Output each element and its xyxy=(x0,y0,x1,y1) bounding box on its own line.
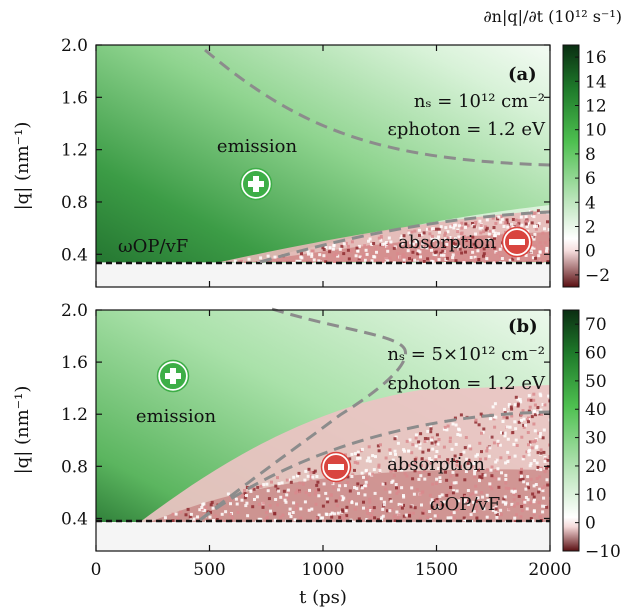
colorbar-tick-label: 60 xyxy=(585,344,607,364)
panel-b: 0.40.81.21.62.0 0 500 1000 1500 2000 |q| (nm… xyxy=(12,301,621,608)
panel-label-b: (b) xyxy=(508,316,538,337)
minus-icon-a xyxy=(501,226,533,258)
absorption-label-a: absorption xyxy=(398,232,496,253)
ns-label-b: nₛ = 5×10¹² cm⁻² xyxy=(387,344,545,365)
x-tick-label: 0 xyxy=(91,560,102,580)
colorbar-tick-label: −2 xyxy=(585,266,610,286)
y-tick-label: 0.4 xyxy=(61,245,88,265)
boundary-lower-a xyxy=(259,210,551,264)
colorbar-tick-label: 40 xyxy=(585,400,607,420)
colorbar-ticks-a: 16 14 12 10 8 6 4 2 0 −2 xyxy=(575,48,610,286)
colorbar-tick-label: 16 xyxy=(585,48,607,68)
heatmap-b xyxy=(96,310,550,551)
y-tick-label: 1.6 xyxy=(61,353,88,373)
colorbar-ticks-b: 70 60 50 40 30 20 10 0 −10 xyxy=(575,315,621,562)
x-ticks-a xyxy=(95,45,551,287)
absorption-noise-b xyxy=(163,392,550,524)
y-tick-label: 1.6 xyxy=(61,88,88,108)
x-tick-label: 1500 xyxy=(415,560,458,580)
epsilon-label-a: εphoton = 1.2 eV xyxy=(388,119,546,140)
boundary-upper-b xyxy=(199,307,408,522)
x-tick-label: 2000 xyxy=(528,560,571,580)
threshold-label-b: ωOP/vF xyxy=(430,494,500,515)
y-axis-label-b: |q| (nm⁻¹) xyxy=(12,386,33,475)
x-ticks-b: 0 500 1000 1500 2000 xyxy=(91,310,572,580)
boundary-lower-b xyxy=(199,410,551,522)
absorption-core-b xyxy=(150,469,550,522)
y-tick-label: 1.2 xyxy=(61,405,88,425)
colorbar-tick-label: 70 xyxy=(585,315,607,335)
absorption-label-b: absorption xyxy=(387,454,485,475)
colorbar-tick-label: 30 xyxy=(585,429,607,449)
colorbar-title: ∂n|q|/∂t (10¹² s⁻¹) xyxy=(483,7,622,26)
colorbar-b xyxy=(562,309,580,552)
epsilon-label-b: εphoton = 1.2 eV xyxy=(388,373,546,394)
x-tick-label: 1000 xyxy=(301,560,344,580)
x-tick-label: 500 xyxy=(193,560,225,580)
colorbar-tick-label: 6 xyxy=(585,169,596,189)
y-tick-label: 1.2 xyxy=(61,141,88,161)
emission-label-a: emission xyxy=(217,136,298,157)
plus-icon-a xyxy=(239,167,273,201)
y-tick-label: 0.8 xyxy=(61,457,88,477)
colorbar-tick-label: 50 xyxy=(585,372,607,392)
colorbar-tick-label: 12 xyxy=(585,97,607,117)
boundary-upper-a xyxy=(204,48,551,167)
absorption-noise-a xyxy=(233,209,550,265)
x-axis-label: t (ps) xyxy=(299,587,347,608)
y-ticks-a: 0.4 0.8 1.2 1.6 2.0 xyxy=(61,36,550,265)
emission-label-b: emission xyxy=(136,406,217,427)
threshold-label-a: ωOP/vF xyxy=(118,236,188,257)
y-tick-label: 2.0 xyxy=(61,301,88,321)
colorbar-tick-label: −10 xyxy=(585,542,621,562)
colorbar-tick-label: 10 xyxy=(585,121,607,141)
colorbar-tick-label: 0 xyxy=(585,514,596,534)
colorbar-tick-label: 0 xyxy=(585,242,596,262)
y-ticks-b: 0.4 0.8 1.2 1.6 2.0 xyxy=(61,301,550,529)
ns-label-a: nₛ = 10¹² cm⁻² xyxy=(414,91,545,112)
colorbar-tick-label: 20 xyxy=(585,457,607,477)
y-tick-label: 0.8 xyxy=(61,193,88,213)
colorbar-tick-label: 2 xyxy=(585,218,596,238)
plus-icon-b xyxy=(156,359,190,393)
colorbar-tick-label: 10 xyxy=(585,485,607,505)
panel-label-a: (a) xyxy=(508,64,537,85)
y-tick-label: 0.4 xyxy=(61,509,88,529)
panel-a: 0.4 0.8 1.2 1.6 2.0 |q| (nm⁻¹) (a) nₛ = 10¹²… xyxy=(12,7,622,288)
colorbar-tick-label: 8 xyxy=(585,145,596,165)
colorbar-tick-label: 14 xyxy=(585,72,607,92)
y-axis-label-a: |q| (nm⁻¹) xyxy=(12,122,33,211)
minus-icon-b xyxy=(320,451,352,483)
y-tick-label: 2.0 xyxy=(61,36,88,56)
colorbar-tick-label: 4 xyxy=(585,193,596,213)
